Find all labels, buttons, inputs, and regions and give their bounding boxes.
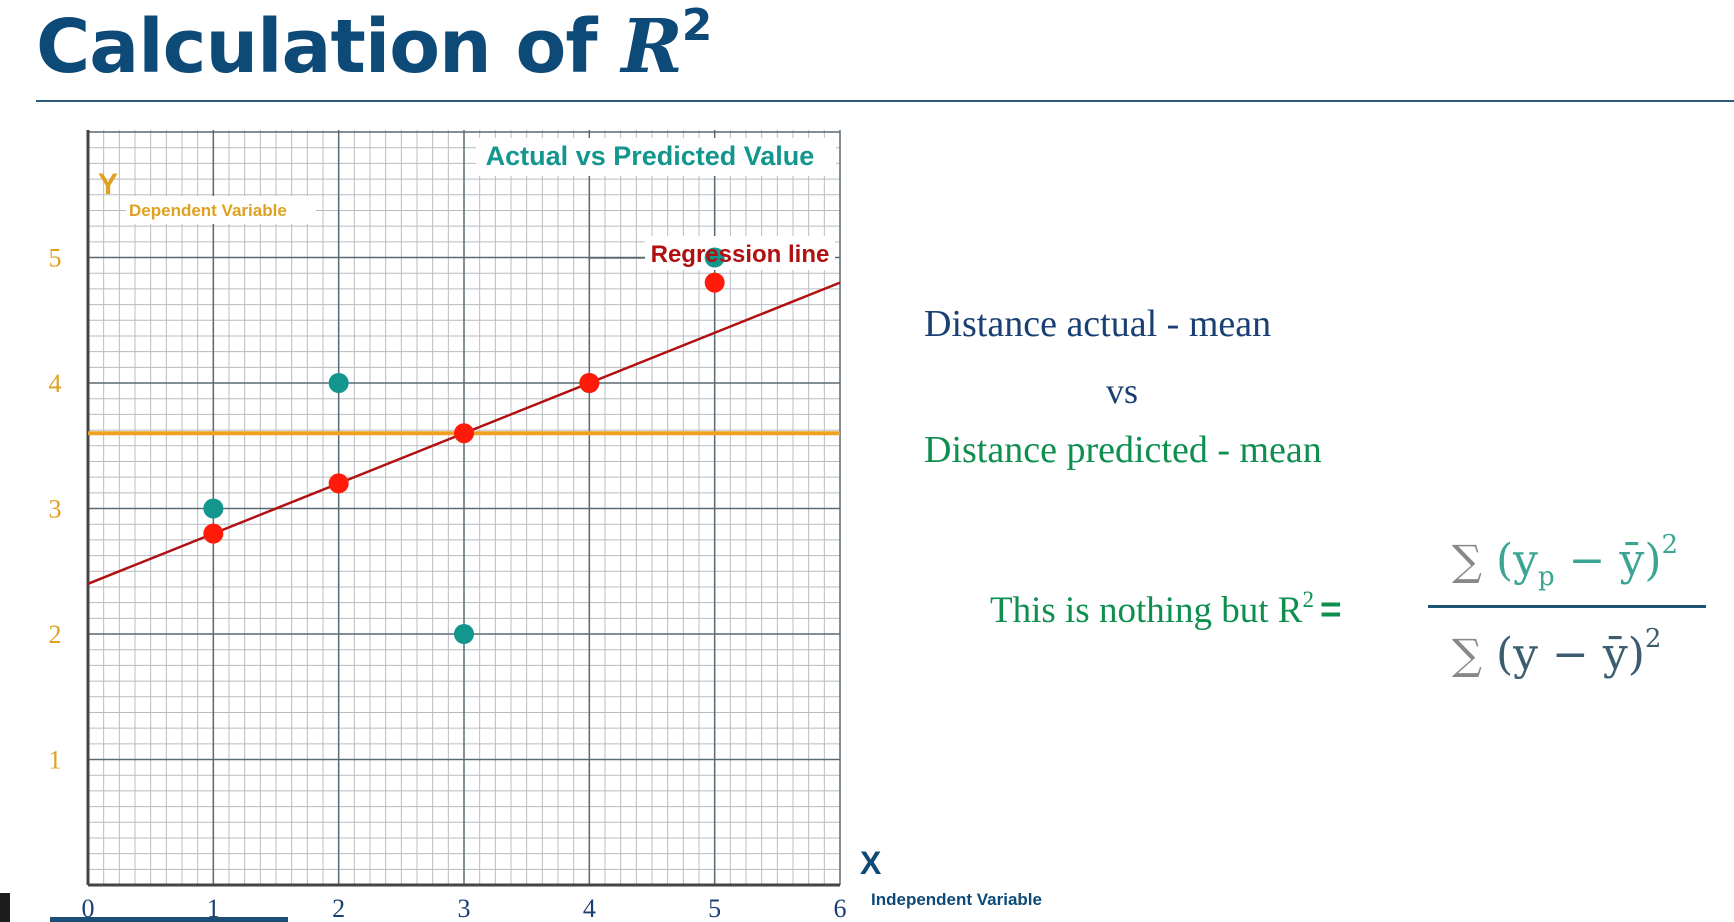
- vs-text: vs: [1106, 371, 1139, 411]
- x-tick-label: 1: [207, 894, 220, 922]
- predicted-point: [454, 423, 474, 444]
- x-tick-label: 3: [458, 894, 471, 922]
- predicted-point: [203, 523, 224, 544]
- distance-actual-text: Distance actual - mean: [924, 303, 1272, 345]
- formula-numerator: ∑ (yp − ȳ)2: [1452, 530, 1678, 592]
- x-axis-label: X: [860, 845, 882, 881]
- regression-label: Regression line: [651, 241, 830, 268]
- regression-label-backing: [645, 236, 835, 270]
- numerator-sub: p: [1538, 561, 1555, 592]
- numerator-power: 2: [1661, 530, 1679, 560]
- x-tick-label: 2: [332, 894, 345, 922]
- x-tick-label: 6: [834, 894, 847, 922]
- denominator-power: 2: [1644, 624, 1662, 654]
- predicted-point: [328, 473, 349, 494]
- x-tick-label: 5: [708, 894, 721, 922]
- formula-lead-text: This is nothing but R: [990, 590, 1303, 631]
- title-power: 2: [681, 0, 713, 51]
- chart-title: Actual vs Predicted Value: [486, 141, 815, 171]
- formula-lead-power: 2: [1302, 587, 1314, 612]
- denominator-body: (y − ȳ): [1481, 629, 1645, 680]
- fraction-bar: [1428, 605, 1706, 608]
- r-symbol: R: [621, 4, 682, 90]
- x-tick-label: 0: [82, 894, 95, 922]
- title-divider: [36, 100, 1734, 102]
- actual-point: [704, 247, 725, 268]
- actual-point: [454, 624, 474, 644]
- sigma-icon: ∑: [1452, 536, 1482, 585]
- y-tick-label: 5: [49, 244, 62, 273]
- x-tick-label: 4: [583, 894, 596, 922]
- x-axis-sublabel: Independent Variable: [871, 890, 1042, 909]
- equals-sign: =: [1319, 589, 1342, 630]
- formula-denominator: ∑ (y − ȳ)2: [1452, 624, 1661, 680]
- y-tick-label: 1: [49, 746, 62, 775]
- player-edge: [0, 893, 10, 922]
- numerator-rest: − ȳ): [1554, 535, 1662, 586]
- title-text: Calculation of: [36, 4, 598, 90]
- title-backing: [476, 138, 836, 176]
- page-title: Calculation of R2: [36, 0, 713, 90]
- progress-bar: [50, 917, 288, 922]
- formula-lead: This is nothing but R2 =: [990, 587, 1342, 632]
- y-axis-sublabel: Dependent Variable: [129, 201, 287, 220]
- y-tick-label: 3: [49, 495, 62, 524]
- y-tick-label: 4: [49, 369, 62, 398]
- sigma-icon: ∑: [1452, 630, 1482, 679]
- ylabel-sub-backing: [126, 196, 316, 224]
- distance-predicted-text: Distance predicted - mean: [924, 429, 1322, 471]
- predicted-point: [579, 373, 600, 393]
- predicted-point: [704, 272, 725, 293]
- y-axis-label: Y: [98, 168, 118, 201]
- y-tick-label: 2: [49, 620, 62, 649]
- actual-point: [328, 373, 349, 393]
- numerator-open: (y: [1481, 535, 1538, 586]
- actual-point: [203, 498, 224, 519]
